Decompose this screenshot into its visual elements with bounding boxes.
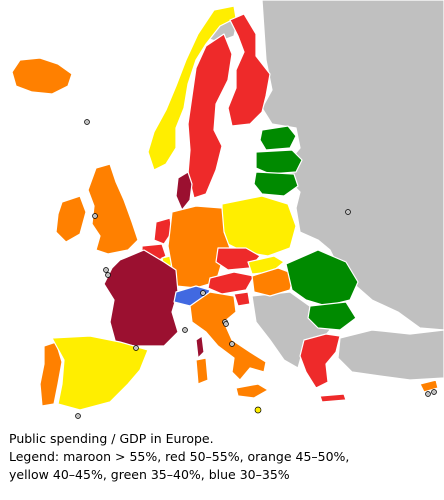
marker [84, 119, 90, 125]
marker [431, 389, 437, 395]
small-state-markers [75, 119, 437, 419]
turkey-region [337, 329, 444, 381]
iceland [11, 57, 73, 95]
marker [105, 272, 111, 278]
marker [75, 413, 81, 419]
romania [285, 249, 359, 307]
marker [425, 391, 431, 397]
norway [147, 5, 237, 171]
marker [345, 209, 351, 215]
marker [92, 213, 98, 219]
slovenia [233, 291, 251, 307]
map-caption: Public spending / GDP in Europe. Legend:… [9, 430, 439, 484]
sicily [235, 383, 269, 399]
estonia [259, 125, 297, 151]
marker [182, 327, 188, 333]
corsica [195, 335, 205, 359]
legend-line-1: Legend: maroon > 55%, red 50–55%, orange… [9, 449, 350, 464]
bulgaria [307, 301, 357, 331]
united-kingdom [87, 163, 139, 255]
russia-region [261, 0, 444, 331]
france [103, 249, 179, 347]
caption-title: Public spending / GDP in Europe. [9, 431, 214, 446]
netherlands [153, 217, 173, 245]
map-svg [11, 0, 444, 419]
greece [299, 333, 341, 389]
marker [200, 290, 206, 296]
marker [133, 345, 139, 351]
malta-marker [254, 406, 262, 414]
latvia [255, 149, 303, 175]
denmark [175, 171, 193, 211]
cyprus [419, 379, 439, 393]
finland [227, 13, 271, 127]
austria [207, 271, 255, 295]
legend-line-2: yellow 40–45%, green 35–40%, blue 30–35% [9, 467, 290, 482]
sweden [187, 33, 233, 199]
marker [103, 267, 109, 273]
italy [189, 291, 267, 381]
sardinia [195, 357, 209, 385]
hungary [251, 267, 295, 297]
poland [221, 195, 297, 257]
ireland [55, 195, 87, 243]
crete [319, 393, 347, 403]
lithuania [253, 171, 299, 197]
marker [223, 321, 229, 327]
spain [51, 335, 149, 411]
marker [229, 341, 235, 347]
europe-map [11, 0, 444, 419]
